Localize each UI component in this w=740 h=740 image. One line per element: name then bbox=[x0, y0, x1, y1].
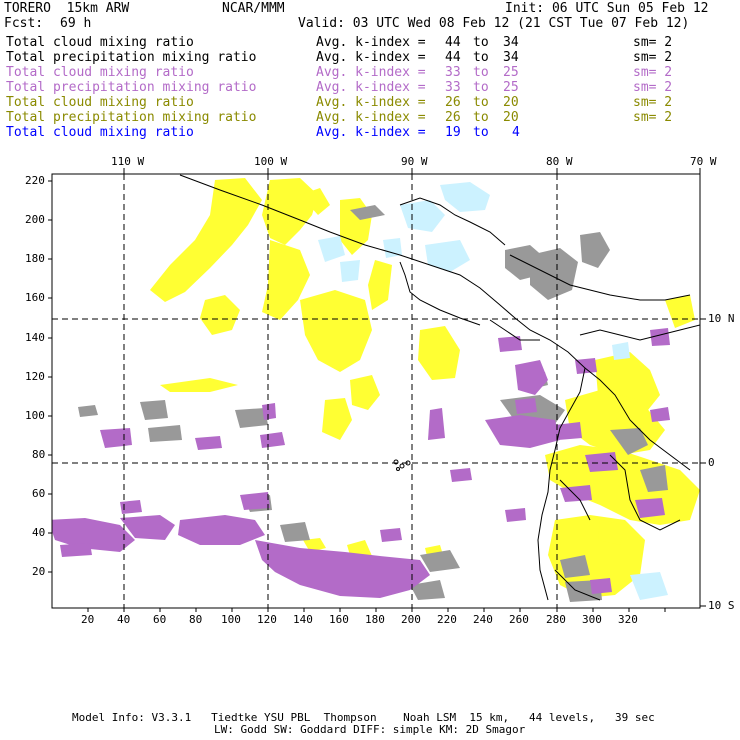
legend-kindex-label: Avg. k-index = bbox=[316, 125, 434, 140]
latitude-label: 10 N bbox=[708, 312, 735, 325]
legend-kindex-to-word: to bbox=[473, 35, 489, 50]
longitude-label: 70 W bbox=[690, 155, 717, 168]
islands bbox=[393, 459, 411, 471]
left-ticks bbox=[48, 180, 52, 573]
latitude-label: 0 bbox=[708, 456, 715, 469]
legend-kindex-label: Avg. k-index = bbox=[316, 65, 434, 80]
legend-field-name: Total precipitation mixing ratio bbox=[6, 110, 257, 125]
legend-field-name: Total precipitation mixing ratio bbox=[6, 80, 257, 95]
legend-field-name: Total cloud mixing ratio bbox=[6, 125, 194, 140]
legend-kindex-from: 26 bbox=[445, 110, 461, 125]
x-tick-label: 180 bbox=[365, 613, 385, 626]
legend-smoothing: sm= 2 bbox=[633, 80, 673, 95]
y-tick-label: 140 bbox=[25, 331, 45, 344]
y-tick-label: 20 bbox=[32, 565, 46, 578]
right-ticks bbox=[700, 318, 706, 607]
x-tick-label: 320 bbox=[618, 613, 638, 626]
model-info: Model Info: V3.3.1 Tiedtke YSU PBL Thomp… bbox=[72, 711, 655, 724]
x-tick-label: 100 bbox=[221, 613, 241, 626]
legend-kindex-to-word: to bbox=[473, 80, 489, 95]
model-name: TORERO 15km ARW bbox=[4, 1, 130, 16]
legend-kindex-to: 4 bbox=[512, 125, 520, 140]
legend-kindex-to-word: to bbox=[473, 95, 489, 110]
legend-kindex-from: 19 bbox=[445, 125, 461, 140]
legend-smoothing: sm= 2 bbox=[633, 35, 673, 50]
legend-kindex-to-word: to bbox=[473, 110, 489, 125]
x-tick-label: 20 bbox=[81, 613, 95, 626]
y-tick-label: 180 bbox=[25, 252, 45, 265]
legend-field-name: Total cloud mixing ratio bbox=[6, 95, 194, 110]
legend-kindex-from: 26 bbox=[445, 95, 461, 110]
legend-kindex-from: 44 bbox=[445, 50, 461, 65]
x-tick-label: 260 bbox=[509, 613, 529, 626]
field-shading bbox=[52, 178, 700, 602]
top-ticks bbox=[123, 168, 701, 174]
x-tick-label: 140 bbox=[293, 613, 313, 626]
organization: NCAR/MMM bbox=[222, 1, 285, 16]
x-tick-label: 240 bbox=[473, 613, 493, 626]
x-tick-label: 60 bbox=[153, 613, 167, 626]
x-tick-label: 300 bbox=[582, 613, 602, 626]
legend-kindex-label: Avg. k-index = bbox=[316, 50, 434, 65]
coastlines bbox=[179, 174, 700, 601]
longitude-label: 100 W bbox=[254, 155, 288, 168]
x-tick-label: 120 bbox=[257, 613, 277, 626]
legend-kindex-label: Avg. k-index = bbox=[316, 35, 434, 50]
legend-field-name: Total precipitation mixing ratio bbox=[6, 50, 257, 65]
init-time: Init: 06 UTC Sun 05 Feb 12 bbox=[505, 1, 709, 16]
legend-smoothing: sm= 2 bbox=[633, 50, 673, 65]
forecast-label: Fcst: bbox=[4, 16, 44, 31]
legend-kindex-to: 34 bbox=[503, 35, 519, 50]
y-tick-label: 220 bbox=[25, 174, 45, 187]
legend-kindex-label: Avg. k-index = bbox=[316, 95, 434, 110]
x-tick-label: 160 bbox=[329, 613, 349, 626]
legend-kindex-to: 34 bbox=[503, 50, 519, 65]
y-tick-label: 120 bbox=[25, 370, 45, 383]
longitude-label: 80 W bbox=[546, 155, 573, 168]
x-tick-label: 280 bbox=[546, 613, 566, 626]
bottom-ticks bbox=[87, 608, 666, 612]
y-tick-label: 160 bbox=[25, 291, 45, 304]
valid-time: Valid: 03 UTC Wed 08 Feb 12 (21 CST Tue … bbox=[298, 16, 690, 31]
forecast-hour: 69 h bbox=[60, 16, 92, 31]
legend-kindex-from: 33 bbox=[445, 80, 461, 95]
legend-kindex-label: Avg. k-index = bbox=[316, 110, 434, 125]
longitude-label: 90 W bbox=[401, 155, 428, 168]
purple-field bbox=[52, 328, 670, 598]
legend-kindex-to: 20 bbox=[503, 95, 519, 110]
legend-smoothing: sm= 2 bbox=[633, 110, 673, 125]
legend-smoothing: sm= 2 bbox=[633, 95, 673, 110]
x-tick-label: 80 bbox=[189, 613, 203, 626]
legend-kindex-to-word: to bbox=[473, 65, 489, 80]
legend-kindex-to: 20 bbox=[503, 110, 519, 125]
legend-field-name: Total cloud mixing ratio bbox=[6, 65, 194, 80]
y-tick-label: 100 bbox=[25, 409, 45, 422]
latlon-grid bbox=[52, 174, 700, 608]
legend-kindex-from: 44 bbox=[445, 35, 461, 50]
cyan-field bbox=[318, 182, 668, 600]
legend-kindex-to-word: to bbox=[473, 50, 489, 65]
y-tick-label: 40 bbox=[32, 526, 46, 539]
y-tick-label: 200 bbox=[25, 213, 45, 226]
latitude-label: 10 S bbox=[708, 599, 735, 612]
physics-info: LW: Godd SW: Goddard DIFF: simple KM: 2D… bbox=[214, 723, 526, 736]
legend-smoothing: sm= 2 bbox=[633, 65, 673, 80]
x-tick-label: 200 bbox=[401, 613, 421, 626]
legend-kindex-to: 25 bbox=[503, 65, 519, 80]
x-tick-label: 220 bbox=[437, 613, 457, 626]
legend-kindex-label: Avg. k-index = bbox=[316, 80, 434, 95]
legend-kindex-from: 33 bbox=[445, 65, 461, 80]
legend-kindex-to-word: to bbox=[473, 125, 489, 140]
x-tick-label: 40 bbox=[117, 613, 131, 626]
y-tick-label: 60 bbox=[32, 487, 46, 500]
longitude-label: 110 W bbox=[111, 155, 145, 168]
legend-field-name: Total cloud mixing ratio bbox=[6, 35, 194, 50]
legend-kindex-to: 25 bbox=[503, 80, 519, 95]
y-tick-label: 80 bbox=[32, 448, 46, 461]
